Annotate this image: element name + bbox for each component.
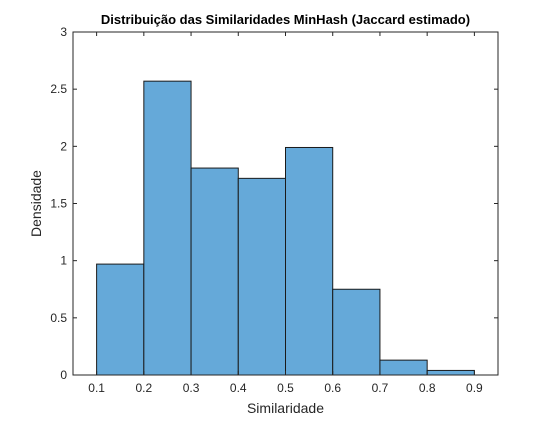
y-tick-label: 0 — [60, 368, 67, 382]
y-tick-label: 1 — [60, 254, 67, 268]
x-axis-label: Similaridade — [247, 400, 324, 416]
x-tick-label: 0.6 — [324, 381, 341, 395]
histogram-bar — [96, 263, 145, 376]
histogram-bar — [379, 359, 428, 376]
y-tick-label: 3 — [60, 25, 67, 39]
x-tick-label: 0.2 — [135, 381, 152, 395]
histogram-bar — [237, 177, 286, 376]
x-tick-label: 0.3 — [183, 381, 200, 395]
x-tick-label: 0.4 — [230, 381, 247, 395]
ticks-group: 0.1 0.2 0.3 0.4 0.5 0.6 0.7 0.8 0.9 0 0.5 1 1.5 2 2.5 3 — [50, 25, 498, 395]
x-tick-label: 0.5 — [277, 381, 294, 395]
y-tick-label: 1.5 — [50, 197, 67, 211]
y-tick-label: 2 — [60, 139, 67, 153]
x-tick-label: 0.8 — [419, 381, 436, 395]
bars-group — [96, 80, 475, 376]
histogram-bar — [285, 146, 334, 376]
x-tick-label: 0.9 — [466, 381, 483, 395]
x-tick-label: 0.1 — [88, 381, 105, 395]
histogram-bar — [143, 80, 192, 376]
y-tick-label: 0.5 — [50, 311, 67, 325]
chart-title: Distribuição das Similaridades MinHash (… — [101, 12, 470, 27]
histogram-bar — [426, 369, 475, 376]
histogram-bar — [190, 167, 239, 376]
y-axis-label: Densidade — [28, 170, 44, 237]
y-tick-label: 2.5 — [50, 82, 67, 96]
x-tick-label: 0.7 — [372, 381, 389, 395]
histogram-bar — [332, 288, 381, 376]
